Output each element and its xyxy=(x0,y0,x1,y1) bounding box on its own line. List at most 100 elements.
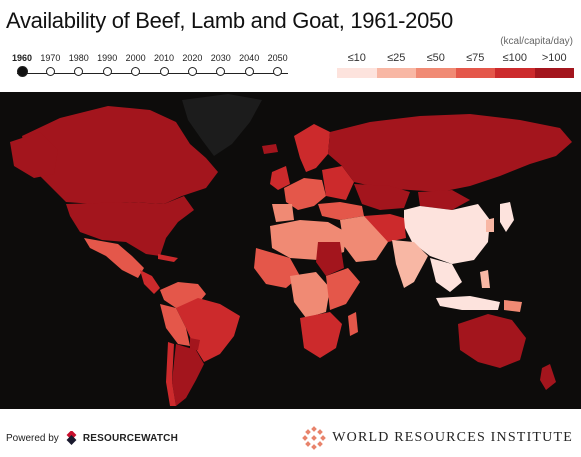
legend-bin-label: ≤100 xyxy=(502,52,527,64)
timeline-year-2050[interactable]: 2050 xyxy=(258,52,298,76)
timeline-year-label: 2050 xyxy=(267,53,288,63)
timeline-year-2020[interactable]: 2020 xyxy=(172,52,212,76)
country-sudan[interactable] xyxy=(316,242,344,276)
timeline-year-1980[interactable]: 1980 xyxy=(59,52,99,76)
country-china[interactable] xyxy=(404,204,490,264)
legend-bin: ≤75 xyxy=(455,52,495,78)
country-mongolia[interactable] xyxy=(418,190,470,210)
world-map[interactable] xyxy=(0,92,581,409)
country-east-africa[interactable] xyxy=(326,268,360,310)
timeline-year-1990[interactable]: 1990 xyxy=(87,52,127,76)
country-western-europe[interactable] xyxy=(284,178,326,210)
country-japan[interactable] xyxy=(500,202,514,232)
country-mexico[interactable] xyxy=(84,238,144,278)
legend-bin-label: ≤50 xyxy=(426,52,445,64)
country-brazil[interactable] xyxy=(176,298,240,362)
wri-logo-icon xyxy=(302,426,327,450)
country-india[interactable] xyxy=(392,240,428,288)
legend-units: (kcal/capita/day) xyxy=(500,36,573,47)
timeline-dot[interactable] xyxy=(74,67,84,76)
country-argentina[interactable] xyxy=(172,344,204,406)
country-indonesia[interactable] xyxy=(436,296,500,310)
country-paraguay[interactable] xyxy=(190,338,200,350)
country-uk-ireland[interactable] xyxy=(270,166,290,190)
timeline-dot[interactable] xyxy=(159,67,169,76)
footer: Powered by RESOURCEWATCH WORLD RESOURCES… xyxy=(0,409,581,457)
country-iceland[interactable] xyxy=(262,144,278,154)
timeline-dot[interactable] xyxy=(45,67,55,76)
country-iberia[interactable] xyxy=(272,204,294,222)
legend-bin: >100 xyxy=(534,52,574,78)
legend-bin: ≤50 xyxy=(416,52,456,78)
timeline-dot[interactable] xyxy=(244,67,254,76)
legend-bin-label: ≤25 xyxy=(387,52,406,64)
country-alaska[interactable] xyxy=(10,132,58,178)
legend-bin: ≤25 xyxy=(376,52,416,78)
legend-swatch xyxy=(495,68,535,78)
country-madagascar[interactable] xyxy=(348,312,358,336)
timeline-track xyxy=(17,73,288,74)
country-southern-africa[interactable] xyxy=(300,312,342,358)
legend-bin: ≤100 xyxy=(495,52,535,78)
country-kazakhstan[interactable] xyxy=(354,184,410,210)
timeline-dot[interactable] xyxy=(187,67,197,76)
legend-bin-label: >100 xyxy=(541,52,567,64)
timeline-year-2030[interactable]: 2030 xyxy=(201,52,241,76)
country-iran-afghanistan[interactable] xyxy=(364,214,406,242)
country-scandinavia[interactable] xyxy=(294,124,330,172)
wri-brand[interactable]: WORLD RESOURCES INSTITUTE xyxy=(302,426,573,450)
timeline-year-label: 2000 xyxy=(125,53,146,63)
timeline-year-2000[interactable]: 2000 xyxy=(116,52,156,76)
legend-bin-label: ≤10 xyxy=(347,52,366,64)
powered-by-label: Powered by xyxy=(6,432,59,444)
timeline-year-label: 1970 xyxy=(40,53,61,63)
page-title: Availability of Beef, Lamb and Goat, 196… xyxy=(6,8,453,33)
timeline-year-1960[interactable]: 1960 xyxy=(2,52,42,77)
legend-bin-label: ≤75 xyxy=(466,52,485,64)
country-korea[interactable] xyxy=(486,218,494,232)
country-southeast-asia[interactable] xyxy=(430,258,462,292)
country-central-america[interactable] xyxy=(140,270,160,294)
resource-watch-link[interactable]: RESOURCEWATCH xyxy=(82,432,179,444)
country-chile[interactable] xyxy=(166,342,176,406)
timeline-year-label: 2040 xyxy=(239,53,260,63)
timeline-year-label: 1960 xyxy=(11,53,33,63)
country-west-africa[interactable] xyxy=(254,248,300,288)
greenland-no-data xyxy=(182,94,262,156)
country-central-africa[interactable] xyxy=(290,272,330,318)
country-philippines[interactable] xyxy=(480,270,490,288)
timeline-year-label: 2010 xyxy=(153,53,175,63)
map-legend: ≤10 ≤25 ≤50 ≤75 ≤100 >100 xyxy=(337,52,574,78)
legend-swatch xyxy=(534,68,574,78)
resource-watch-logo-icon xyxy=(66,431,77,445)
country-australia[interactable] xyxy=(458,314,526,368)
timeline-dot[interactable] xyxy=(16,66,28,77)
country-usa[interactable] xyxy=(66,196,194,256)
legend-swatch xyxy=(416,68,456,78)
timeline-dot[interactable] xyxy=(102,67,112,76)
country-eastern-europe[interactable] xyxy=(322,166,354,200)
timeline-dot[interactable] xyxy=(273,67,283,76)
map-svg xyxy=(10,94,572,406)
timeline-year-label: 1980 xyxy=(68,53,89,63)
country-papua-new-guinea[interactable] xyxy=(504,300,522,312)
country-balkans-turkey[interactable] xyxy=(318,202,364,220)
country-russia[interactable] xyxy=(328,114,572,192)
legend-swatch xyxy=(337,68,377,78)
legend-swatch xyxy=(455,68,495,78)
timeline-year-label: 2030 xyxy=(210,53,231,63)
timeline-year-1970[interactable]: 1970 xyxy=(30,52,70,76)
country-peru-bolivia[interactable] xyxy=(160,304,190,346)
timeline-year-2040[interactable]: 2040 xyxy=(229,52,269,76)
country-new-zealand[interactable] xyxy=(540,364,556,390)
timeline-dot[interactable] xyxy=(131,67,141,76)
timeline-dot[interactable] xyxy=(216,67,226,76)
timeline-year-label: 2020 xyxy=(182,53,203,63)
country-canada[interactable] xyxy=(22,106,218,204)
legend-bin: ≤10 xyxy=(337,52,377,78)
timeline-year-2010[interactable]: 2010 xyxy=(144,52,184,76)
year-timeline[interactable]: 1960 1970 1980 1990 2000 2010 2020 2030 2040 2050 xyxy=(9,52,294,82)
powered-by: Powered by RESOURCEWATCH xyxy=(6,431,178,445)
country-cuba[interactable] xyxy=(158,254,178,262)
timeline-year-label: 1990 xyxy=(97,53,118,63)
